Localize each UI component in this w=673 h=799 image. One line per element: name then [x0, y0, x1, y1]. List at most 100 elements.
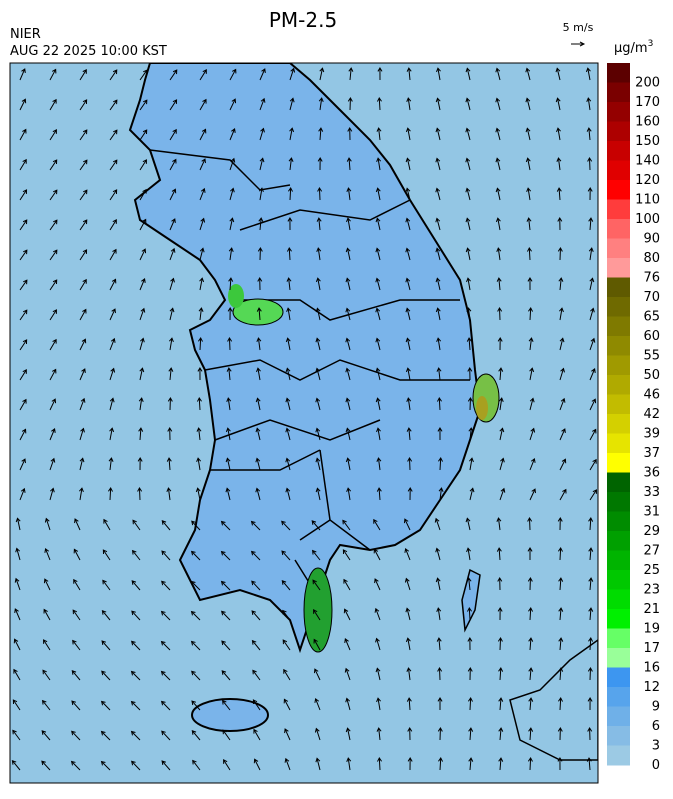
colorbar-bin [607, 511, 630, 532]
colorbar-label: 17 [643, 641, 660, 656]
wind-arrow [376, 727, 382, 741]
wind-arrow [13, 668, 21, 681]
wind-arrow [405, 337, 411, 351]
wind-arrow [255, 487, 261, 501]
wind-arrow [497, 577, 503, 591]
wind-arrow [259, 127, 265, 141]
wind-arrow [437, 427, 443, 441]
wind-arrow [315, 337, 321, 351]
wind-arrow [288, 157, 294, 171]
wind-arrow [529, 397, 535, 411]
wind-arrow [79, 159, 88, 171]
wind-arrow [49, 68, 57, 81]
wind-arrow [223, 759, 231, 771]
unit-text: μg/m [614, 41, 648, 56]
wind-arrow [190, 550, 201, 561]
wind-arrow [49, 487, 55, 501]
wind-arrow [589, 337, 596, 351]
wind-arrow [285, 337, 291, 351]
wind-arrow [74, 518, 81, 531]
wind-arrow [466, 337, 472, 351]
wind-arrow [557, 217, 563, 231]
wind-arrow [15, 547, 21, 561]
wind-arrow [312, 579, 321, 591]
wind-arrow [108, 457, 114, 471]
wind-arrow [587, 727, 593, 741]
wind-arrow [109, 427, 115, 441]
wind-arrow [169, 218, 176, 231]
wind-arrow [281, 580, 291, 591]
wind-arrow [256, 307, 262, 321]
wind-arrow [198, 337, 203, 351]
wind-arrow [49, 428, 56, 441]
wind-arrow [139, 248, 147, 261]
wind-arrow [436, 397, 442, 411]
wind-arrow [138, 427, 144, 441]
wind-arrow [191, 700, 201, 711]
wind-arrow [557, 547, 563, 561]
colorbar-label: 23 [643, 583, 660, 598]
wind-arrow [406, 67, 412, 81]
wind-arrow [589, 458, 597, 471]
wind-arrow [465, 97, 471, 111]
wind-arrow [529, 488, 536, 501]
wind-arrow [229, 98, 237, 111]
wind-arrow [192, 759, 201, 771]
wind-arrow [139, 307, 146, 321]
wind-arrow [139, 188, 147, 201]
colorbar-bin [607, 316, 630, 337]
wind-arrow [498, 727, 504, 741]
colorbar-label: 42 [643, 407, 660, 422]
wind-arrow [311, 549, 321, 561]
wind-arrow [316, 217, 322, 231]
colorbar-label: 150 [635, 134, 660, 149]
colorbar-label: 21 [643, 602, 660, 617]
wind-arrow [342, 549, 351, 561]
wind-arrow [169, 247, 176, 261]
wind-arrow [525, 97, 531, 111]
colorbar-bin [607, 102, 630, 122]
wind-arrow [374, 607, 381, 621]
pm-patch [303, 567, 333, 653]
wind-arrow [49, 189, 58, 201]
wind-arrow [220, 580, 231, 591]
wind-arrow [557, 247, 563, 261]
colorbar-bin [607, 199, 630, 220]
wind-arrow [375, 667, 381, 681]
wind-arrow [497, 637, 503, 651]
wind-arrow [467, 637, 473, 651]
wind-arrow [19, 98, 27, 111]
wind-arrow [406, 697, 412, 711]
wind-arrow [132, 519, 141, 531]
colorbar-label: 120 [635, 173, 660, 188]
wind-arrow [221, 670, 231, 681]
wind-arrow [285, 427, 291, 441]
colorbar-bin [607, 687, 630, 707]
colorbar-label: 33 [643, 485, 660, 500]
wind-arrow [559, 337, 565, 351]
wind-arrow [318, 97, 324, 111]
wind-arrow [437, 697, 443, 711]
wind-arrow [282, 639, 291, 651]
colorbar-label: 76 [643, 271, 660, 286]
land [128, 63, 482, 654]
wind-arrow [226, 367, 232, 381]
wind-arrow [373, 518, 381, 531]
wind-arrow [498, 667, 504, 681]
colorbar-bin [607, 550, 630, 571]
wind-arrow [466, 307, 472, 321]
colorbar-bin [607, 745, 630, 766]
wind-arrow [109, 189, 118, 201]
wind-arrow [228, 277, 234, 291]
wind-arrow [465, 187, 471, 201]
wind-arrow [255, 457, 261, 471]
wind-arrow [586, 757, 592, 771]
wind-arrow [130, 670, 141, 681]
wind-arrow [589, 307, 595, 321]
wind-arrow [343, 578, 351, 591]
wind-arrow [558, 697, 564, 711]
wind-arrow [405, 277, 411, 291]
colorbar-label: 36 [643, 466, 660, 481]
wind-arrow [130, 730, 141, 741]
wind-arrow [197, 367, 203, 381]
